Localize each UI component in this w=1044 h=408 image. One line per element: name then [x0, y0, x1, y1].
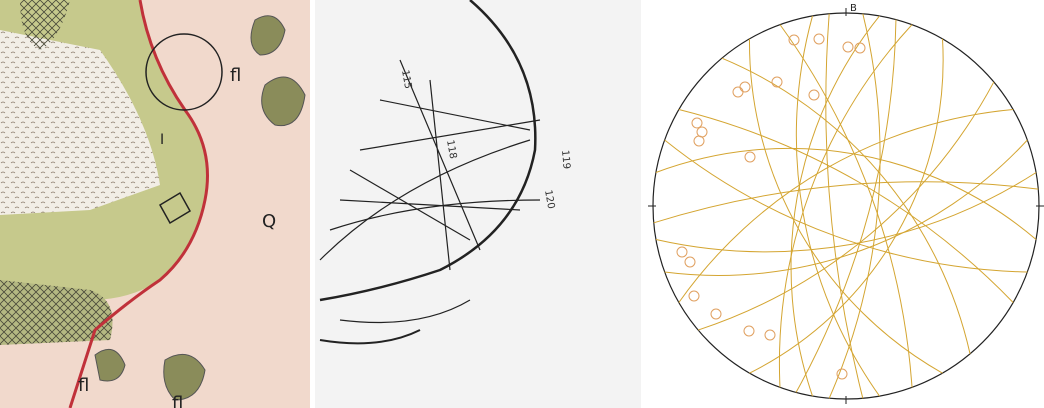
- pole-marker: [710, 308, 722, 320]
- sketch-lines: [319, 0, 541, 345]
- great-circle: [795, 15, 880, 397]
- sketch-label: 118: [444, 139, 458, 160]
- great-circle: [828, 13, 881, 399]
- great-circle: [664, 139, 1028, 276]
- outcrop: [94, 348, 126, 382]
- fault-line: [68, 0, 209, 408]
- pole-marker: [676, 246, 688, 258]
- great-circle: [778, 24, 913, 388]
- sketch-label: 119: [559, 150, 572, 170]
- great-circle: [655, 147, 1037, 240]
- great-circle: [790, 15, 880, 397]
- great-circle: [697, 81, 995, 331]
- sketch-label: 115: [399, 69, 413, 90]
- pole-marker: [836, 368, 848, 380]
- hatched-unit: [0, 280, 113, 345]
- pole-marker: [688, 290, 700, 302]
- pole-marker: [693, 135, 705, 147]
- great-circle: [748, 38, 943, 374]
- map-panel: fl I Q fl fl: [0, 0, 310, 408]
- pole-marker: [691, 117, 703, 129]
- map-label: fl: [78, 375, 89, 396]
- great-circle: [678, 109, 1014, 303]
- sketch-line: [339, 59, 541, 271]
- sketch-background: [315, 0, 641, 408]
- outcrop: [163, 353, 206, 401]
- pole-marker: [764, 329, 776, 341]
- pole-marker: [743, 325, 755, 337]
- outcrop: [250, 15, 286, 56]
- great-circle: [779, 24, 913, 388]
- map-label: Q: [262, 211, 276, 232]
- net-ticks: [648, 8, 1044, 404]
- sketch-line: [319, 329, 421, 345]
- stereonet-panel: B: [648, 3, 1044, 404]
- pole-marker: [842, 41, 854, 53]
- great-circle: [653, 181, 1039, 224]
- symbol: [158, 191, 192, 225]
- great-circle: [655, 172, 1037, 253]
- sketch-line: [339, 299, 471, 324]
- dotted-unit: [0, 30, 160, 215]
- pole-marker: [854, 42, 866, 54]
- map-label: I: [160, 132, 164, 148]
- great-circle: [664, 139, 1028, 273]
- marker-circle: [145, 33, 223, 111]
- map-label: fl: [172, 393, 183, 408]
- sketch-label: 120: [542, 189, 556, 210]
- pole-marker: [771, 76, 783, 88]
- outcrop: [261, 76, 306, 127]
- pole-marker: [813, 33, 825, 45]
- great-circle: [749, 38, 944, 374]
- map-label: fl: [230, 65, 241, 86]
- pole-marker: [684, 256, 696, 268]
- pole-marker: [744, 151, 756, 163]
- sketch-line: [329, 199, 541, 231]
- hatched-unit-top: [20, 0, 70, 50]
- sketch-line: [319, 0, 537, 302]
- great-circle: [795, 19, 897, 393]
- pole-marker: [808, 89, 820, 101]
- pole-marker: [732, 86, 744, 98]
- north-label: B: [850, 3, 857, 14]
- sketch-panel: 115 118 119 120: [315, 0, 641, 408]
- great-circle: [678, 109, 1014, 303]
- sketch-line: [319, 139, 531, 261]
- pole-marker: [788, 34, 800, 46]
